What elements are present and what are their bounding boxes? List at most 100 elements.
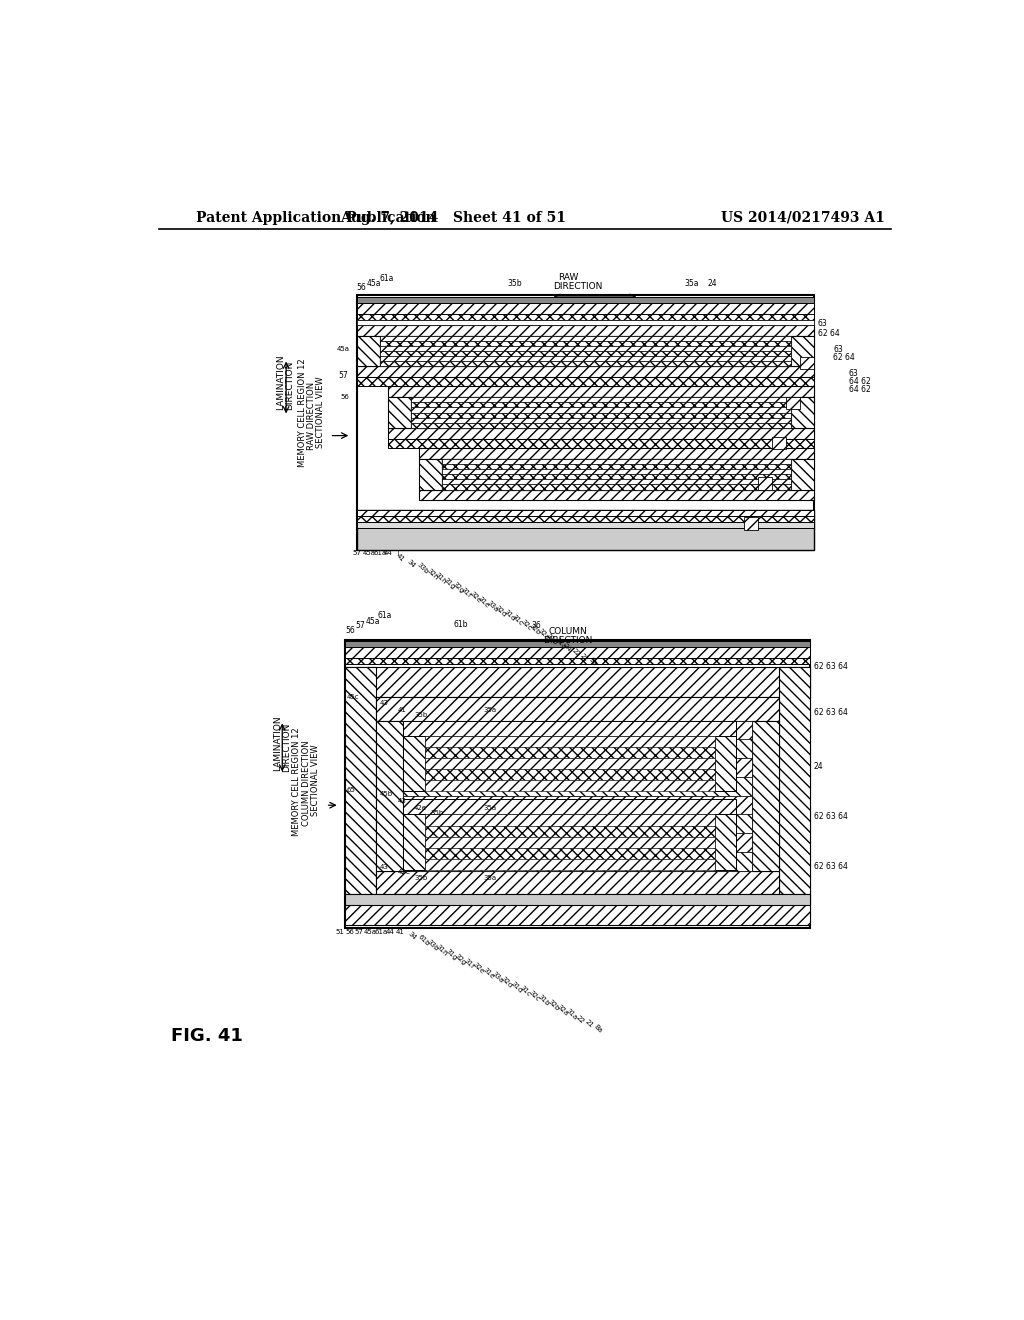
Text: 35a: 35a bbox=[483, 875, 496, 882]
Text: Aug. 7, 2014   Sheet 41 of 51: Aug. 7, 2014 Sheet 41 of 51 bbox=[341, 211, 566, 224]
Bar bbox=[786, 397, 800, 409]
Text: 63: 63 bbox=[818, 319, 827, 329]
Text: 32c: 32c bbox=[528, 990, 541, 1003]
Text: 57: 57 bbox=[355, 622, 365, 630]
Bar bbox=[356, 297, 814, 304]
Text: 43: 43 bbox=[380, 863, 389, 870]
Text: 31h: 31h bbox=[435, 942, 449, 957]
Bar bbox=[403, 814, 752, 833]
Text: 32g: 32g bbox=[454, 953, 467, 966]
Bar bbox=[403, 737, 425, 792]
Text: 32h: 32h bbox=[426, 568, 439, 581]
Text: 45b: 45b bbox=[380, 791, 393, 797]
Bar bbox=[442, 474, 791, 479]
Text: 31b: 31b bbox=[545, 632, 559, 645]
Text: 32a: 32a bbox=[556, 1003, 569, 1016]
Bar bbox=[345, 647, 810, 659]
Text: 62 63 64: 62 63 64 bbox=[814, 709, 848, 717]
Bar bbox=[388, 438, 814, 447]
Text: FIG. 41: FIG. 41 bbox=[171, 1027, 243, 1045]
Text: 45c: 45c bbox=[346, 694, 359, 701]
Bar bbox=[411, 422, 791, 428]
Bar bbox=[425, 859, 715, 870]
Bar bbox=[425, 758, 715, 770]
Bar bbox=[772, 437, 786, 449]
Bar bbox=[376, 871, 779, 894]
Bar bbox=[345, 640, 810, 928]
Text: RAW DIRECTION: RAW DIRECTION bbox=[307, 383, 316, 450]
Text: 62 63 64: 62 63 64 bbox=[814, 862, 848, 871]
Text: 24: 24 bbox=[708, 279, 718, 288]
Bar bbox=[779, 667, 810, 894]
Text: 22: 22 bbox=[570, 648, 581, 657]
Text: 31a: 31a bbox=[554, 636, 567, 651]
Bar bbox=[356, 367, 814, 378]
Bar bbox=[403, 739, 752, 758]
Text: 62 63 64: 62 63 64 bbox=[814, 663, 848, 671]
Text: 61a: 61a bbox=[375, 929, 388, 936]
Text: 33b: 33b bbox=[426, 939, 439, 952]
Bar bbox=[403, 851, 752, 871]
Bar bbox=[356, 314, 814, 321]
Text: 63: 63 bbox=[834, 345, 843, 354]
Text: 33b: 33b bbox=[416, 562, 429, 576]
Text: 31e: 31e bbox=[481, 966, 495, 979]
Text: 42e: 42e bbox=[397, 869, 411, 875]
Text: 21: 21 bbox=[584, 1019, 594, 1030]
Text: 63: 63 bbox=[849, 370, 858, 379]
Bar bbox=[356, 516, 814, 521]
Text: 31h: 31h bbox=[434, 572, 447, 586]
Text: Patent Application Publication: Patent Application Publication bbox=[197, 211, 436, 224]
Bar bbox=[791, 397, 814, 428]
Bar bbox=[442, 484, 791, 490]
Bar bbox=[442, 479, 791, 484]
Bar bbox=[356, 296, 814, 549]
Bar bbox=[345, 659, 810, 664]
Bar bbox=[411, 413, 791, 417]
Text: 31f: 31f bbox=[460, 586, 472, 599]
Text: Ba: Ba bbox=[593, 1023, 603, 1034]
Text: 61a: 61a bbox=[379, 275, 393, 282]
Text: 32b: 32b bbox=[547, 999, 560, 1012]
Text: SECTIONAL VIEW: SECTIONAL VIEW bbox=[311, 744, 321, 816]
Text: 35a: 35a bbox=[483, 708, 496, 714]
Bar bbox=[442, 469, 791, 474]
Bar bbox=[425, 780, 715, 792]
Text: 35a: 35a bbox=[684, 279, 699, 288]
Bar bbox=[425, 747, 715, 758]
Text: SECTIONAL VIEW: SECTIONAL VIEW bbox=[316, 376, 326, 449]
Bar bbox=[345, 894, 810, 906]
Bar bbox=[800, 358, 814, 370]
Bar bbox=[380, 346, 791, 351]
Text: 32b: 32b bbox=[528, 623, 542, 636]
Bar bbox=[442, 459, 791, 463]
Bar bbox=[715, 737, 736, 792]
Bar bbox=[356, 304, 814, 314]
Bar bbox=[442, 463, 791, 469]
Bar bbox=[403, 776, 752, 796]
Text: 34: 34 bbox=[407, 931, 418, 941]
Text: 41: 41 bbox=[397, 708, 407, 714]
Text: 5a: 5a bbox=[588, 657, 598, 667]
Text: 32e: 32e bbox=[468, 590, 481, 605]
Text: 45a: 45a bbox=[362, 550, 376, 557]
Text: 31c: 31c bbox=[511, 614, 524, 627]
Bar bbox=[411, 403, 791, 408]
Text: 45a: 45a bbox=[364, 929, 377, 936]
Text: 62 64: 62 64 bbox=[818, 330, 840, 338]
Bar bbox=[442, 459, 791, 490]
Bar bbox=[388, 397, 411, 428]
Text: DIRECTION: DIRECTION bbox=[544, 636, 593, 645]
Text: 51: 51 bbox=[336, 929, 344, 936]
Bar bbox=[388, 387, 814, 397]
Bar bbox=[356, 510, 814, 549]
Text: COLUMN: COLUMN bbox=[549, 627, 588, 636]
Bar bbox=[752, 721, 779, 871]
Bar bbox=[403, 796, 752, 814]
Text: 45a: 45a bbox=[367, 279, 381, 288]
Text: 42e: 42e bbox=[414, 804, 426, 810]
Bar bbox=[403, 799, 736, 814]
Bar bbox=[356, 335, 380, 367]
Text: LAMINATION: LAMINATION bbox=[276, 354, 285, 409]
Text: 57: 57 bbox=[338, 371, 348, 380]
